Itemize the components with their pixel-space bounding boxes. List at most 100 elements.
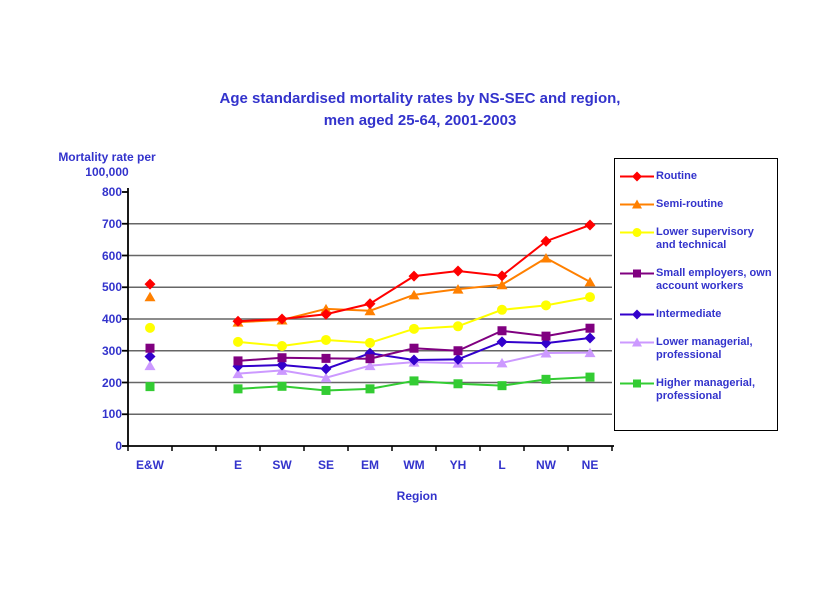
series-point-intermediate-l: [496, 336, 508, 348]
legend-marker-triangle-icon: [620, 199, 654, 209]
series-point-lower-managerial-professional-l: [496, 357, 508, 368]
series-point-routine-sw: [276, 313, 288, 325]
legend-item-routine: Routine: [619, 170, 773, 183]
x-category-label-sw: SW: [272, 458, 292, 472]
legend-marker-square-icon: [620, 379, 654, 388]
series-point-lower-managerial-professional-e-w: [144, 360, 156, 371]
series-point-lower-supervisory-and-technical-ne: [585, 292, 595, 303]
legend: Routine Semi-routine Lower supervisory and…: [614, 158, 778, 431]
chart-title-line1: Age standardised mortality rates by NS-S…: [219, 90, 621, 107]
series-point-lower-supervisory-and-technical-l: [497, 304, 507, 315]
series-point-higher-managerial-professional-em: [365, 384, 375, 394]
series-point-semi-routine-se: [320, 303, 332, 314]
legend-item-intermediate: Intermediate: [619, 308, 773, 321]
x-category-label-se: SE: [317, 458, 334, 472]
legend-label-lower-managerial-professional: Lower managerial, professional: [656, 336, 753, 361]
y-axis-title: Mortality rate per 100,000: [52, 150, 162, 180]
series-point-small-employers-own-account-workers-wm: [409, 343, 419, 353]
series-point-lower-supervisory-and-technical-e-w: [145, 322, 155, 333]
series-point-lower-managerial-professional-se: [320, 372, 332, 383]
series-point-small-employers-own-account-workers-yh: [453, 346, 463, 356]
series-point-semi-routine-ne: [584, 276, 596, 287]
series-point-higher-managerial-professional-e: [233, 384, 243, 394]
legend-label-intermediate: Intermediate: [656, 308, 722, 320]
legend-label-semi-routine: Semi-routine: [656, 198, 724, 210]
series-point-intermediate-ne: [584, 332, 596, 344]
series-point-lower-supervisory-and-technical-em: [365, 337, 375, 348]
x-category-label-l: L: [498, 458, 506, 472]
y-tick-label-500: 500: [101, 280, 122, 295]
x-category-label-yh: YH: [449, 458, 467, 472]
series-point-intermediate-yh: [452, 353, 464, 365]
series-point-intermediate-sw: [276, 359, 288, 371]
x-category-label-ne: NE: [581, 458, 599, 472]
series-point-lower-managerial-professional-nw: [540, 347, 552, 358]
series-point-routine-e-w: [144, 278, 156, 290]
series-point-routine-ne: [584, 219, 596, 231]
series-point-lower-supervisory-and-technical-se: [321, 334, 331, 345]
series-point-small-employers-own-account-workers-ne: [585, 323, 595, 333]
legend-label-routine: Routine: [656, 170, 697, 182]
y-tick-label-700: 700: [101, 216, 122, 231]
series-point-higher-managerial-professional-e-w: [145, 382, 155, 392]
series-point-routine-nw: [540, 235, 552, 247]
y-axis-title-line2: 100,000: [85, 165, 129, 179]
y-tick-label-200: 200: [101, 375, 122, 390]
legend-item-semi-routine: Semi-routine: [619, 198, 773, 211]
x-category-label-wm: WM: [403, 458, 425, 472]
series-point-lower-supervisory-and-technical-wm: [409, 323, 419, 334]
series-point-semi-routine-wm: [408, 289, 420, 300]
series-point-intermediate-wm: [408, 354, 420, 366]
series-point-lower-supervisory-and-technical-yh: [453, 321, 463, 332]
y-axis-title-line1: Mortality rate per: [58, 150, 156, 164]
series-point-higher-managerial-professional-nw: [541, 374, 551, 384]
series-point-small-employers-own-account-workers-e-w: [145, 343, 155, 353]
series-point-intermediate-se: [320, 363, 332, 375]
series-point-higher-managerial-professional-ne: [585, 372, 595, 382]
series-point-routine-em: [364, 298, 376, 310]
series-point-routine-yh: [452, 265, 464, 277]
chart-title-line2: men aged 25-64, 2001-2003: [323, 112, 517, 129]
legend-marker-diamond-icon: [620, 309, 654, 320]
legend-marker-diamond-icon: [620, 171, 654, 182]
series-point-small-employers-own-account-workers-sw: [277, 353, 287, 363]
series-point-small-employers-own-account-workers-nw: [541, 331, 551, 341]
legend-marker-circle-icon: [620, 228, 654, 237]
x-category-label-e: E: [233, 458, 242, 472]
series-point-higher-managerial-professional-sw: [277, 381, 287, 391]
y-tick-label-600: 600: [101, 248, 122, 263]
series-point-semi-routine-yh: [452, 284, 464, 294]
series-point-higher-managerial-professional-wm: [409, 376, 419, 386]
series-point-routine-se: [320, 308, 332, 320]
series-point-higher-managerial-professional-l: [497, 381, 507, 391]
series-point-lower-managerial-professional-e: [232, 368, 244, 379]
y-tick-label-400: 400: [101, 312, 122, 326]
legend-item-lower-supervisory-and-technical: Lower supervisory and technical: [619, 226, 773, 252]
series-point-small-employers-own-account-workers-l: [497, 326, 507, 336]
series-point-small-employers-own-account-workers-em: [365, 354, 375, 364]
series-point-small-employers-own-account-workers-se: [321, 353, 331, 363]
series-point-small-employers-own-account-workers-e: [233, 356, 243, 366]
legend-label-lower-supervisory-and-technical: Lower supervisory and technical: [656, 226, 754, 251]
legend-item-small-employers-own-account-workers: Small employers, own account workers: [619, 267, 773, 293]
series-point-lower-supervisory-and-technical-nw: [541, 300, 551, 311]
series-point-routine-e: [232, 315, 244, 327]
series-line-lower-supervisory-and-technical: [237, 296, 591, 347]
series-point-semi-routine-l: [496, 279, 508, 290]
x-category-label-e-w: E&W: [136, 458, 164, 472]
y-tick-label-800: 800: [101, 185, 122, 199]
chart-title: Age standardised mortality rates by NS-S…: [80, 88, 760, 132]
series-point-lower-managerial-professional-em: [364, 360, 376, 371]
legend-label-small-employers-own-account-workers: Small employers, own account workers: [656, 267, 772, 292]
y-tick-label-300: 300: [101, 343, 122, 358]
series-point-intermediate-e-w: [144, 350, 156, 362]
x-category-label-nw: NW: [536, 458, 556, 472]
legend-marker-square-icon: [620, 269, 654, 278]
series-point-routine-wm: [408, 270, 420, 282]
series-point-semi-routine-nw: [540, 253, 552, 263]
y-tick-label-0: 0: [115, 439, 122, 453]
legend-item-higher-managerial-professional: Higher managerial, professional: [619, 377, 773, 403]
series-point-semi-routine-em: [364, 305, 376, 316]
